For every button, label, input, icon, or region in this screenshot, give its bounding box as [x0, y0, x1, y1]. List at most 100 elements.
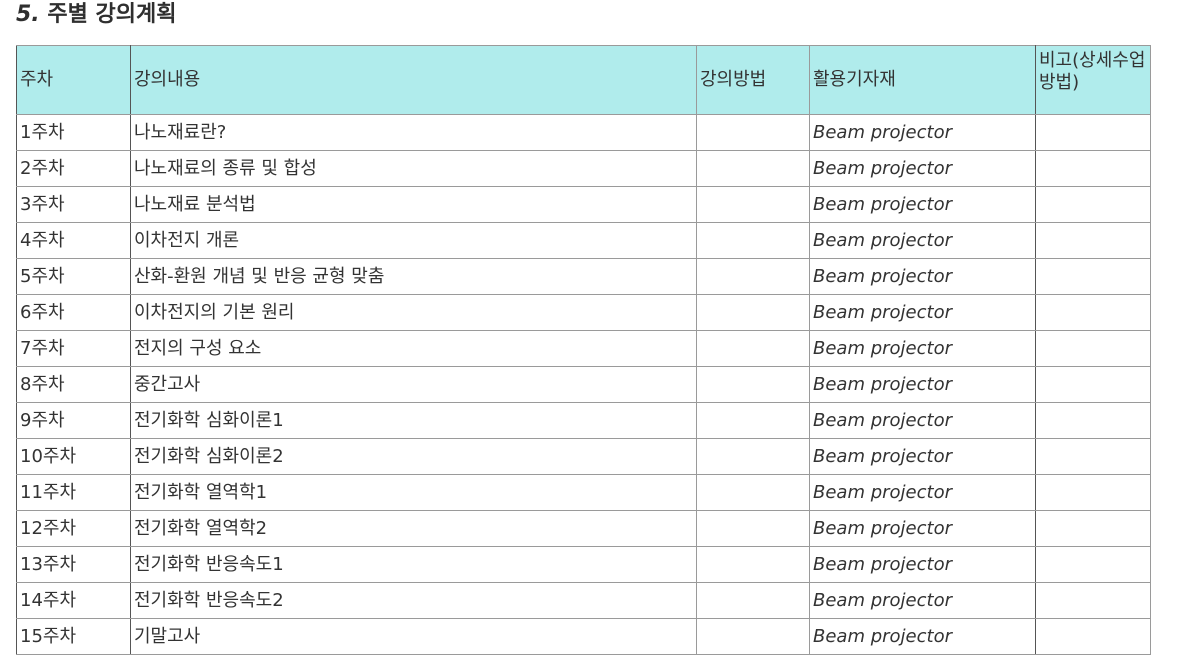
table-row: 2주차 나노재료의 종류 및 합성 Beam projector	[16, 150, 1151, 187]
method-cell	[696, 222, 810, 259]
content-cell: 기말고사	[130, 618, 697, 655]
week-cell: 7주차	[16, 330, 131, 367]
tools-cell: Beam projector	[809, 186, 1036, 223]
tools-cell: Beam projector	[809, 510, 1036, 547]
tools-cell: Beam projector	[809, 618, 1036, 655]
content-cell: 전지의 구성 요소	[130, 330, 697, 367]
week-cell: 4주차	[16, 222, 131, 259]
tools-cell: Beam projector	[809, 114, 1036, 151]
tools-cell: Beam projector	[809, 222, 1036, 259]
method-cell	[696, 258, 810, 295]
remarks-cell	[1035, 366, 1151, 403]
weekly-plan-table: 주차 강의내용 강의방법 활용기자재 비고(상세수업방법) 1주차 나노재료란? B…	[16, 45, 1151, 655]
week-cell: 9주차	[16, 402, 131, 439]
method-cell	[696, 294, 810, 331]
content-cell: 중간고사	[130, 366, 697, 403]
week-cell: 15주차	[16, 618, 131, 655]
content-cell: 이차전지 개론	[130, 222, 697, 259]
content-cell: 전기화학 심화이론1	[130, 402, 697, 439]
week-cell: 10주차	[16, 438, 131, 475]
remarks-cell	[1035, 402, 1151, 439]
tools-cell: Beam projector	[809, 330, 1036, 367]
table-row: 7주차 전지의 구성 요소 Beam projector	[16, 330, 1151, 367]
table-row: 3주차 나노재료 분석법 Beam projector	[16, 186, 1151, 223]
tools-cell: Beam projector	[809, 438, 1036, 475]
section-title-text: 주별 강의계획	[47, 2, 177, 27]
header-method: 강의방법	[696, 45, 810, 115]
content-cell: 이차전지의 기본 원리	[130, 294, 697, 331]
method-cell	[696, 510, 810, 547]
remarks-cell	[1035, 582, 1151, 619]
week-cell: 1주차	[16, 114, 131, 151]
table-row: 14주차 전기화학 반응속도2 Beam projector	[16, 582, 1151, 619]
week-cell: 8주차	[16, 366, 131, 403]
tools-cell: Beam projector	[809, 366, 1036, 403]
table-row: 11주차 전기화학 열역학1 Beam projector	[16, 474, 1151, 511]
method-cell	[696, 330, 810, 367]
week-cell: 2주차	[16, 150, 131, 187]
method-cell	[696, 366, 810, 403]
method-cell	[696, 618, 810, 655]
table-row: 6주차 이차전지의 기본 원리 Beam projector	[16, 294, 1151, 331]
method-cell	[696, 150, 810, 187]
table-row: 1주차 나노재료란? Beam projector	[16, 114, 1151, 151]
table-row: 15주차 기말고사 Beam projector	[16, 618, 1151, 655]
table-row: 10주차 전기화학 심화이론2 Beam projector	[16, 438, 1151, 475]
tools-cell: Beam projector	[809, 474, 1036, 511]
remarks-cell	[1035, 618, 1151, 655]
content-cell: 나노재료의 종류 및 합성	[130, 150, 697, 187]
remarks-cell	[1035, 294, 1151, 331]
table-row: 8주차 중간고사 Beam projector	[16, 366, 1151, 403]
remarks-cell	[1035, 222, 1151, 259]
method-cell	[696, 582, 810, 619]
week-cell: 13주차	[16, 546, 131, 583]
content-cell: 전기화학 열역학1	[130, 474, 697, 511]
tools-cell: Beam projector	[809, 294, 1036, 331]
content-cell: 나노재료 분석법	[130, 186, 697, 223]
remarks-cell	[1035, 114, 1151, 151]
week-cell: 12주차	[16, 510, 131, 547]
week-cell: 3주차	[16, 186, 131, 223]
content-cell: 산화-환원 개념 및 반응 균형 맞춤	[130, 258, 697, 295]
method-cell	[696, 546, 810, 583]
remarks-cell	[1035, 438, 1151, 475]
method-cell	[696, 438, 810, 475]
remarks-cell	[1035, 474, 1151, 511]
table-row: 9주차 전기화학 심화이론1 Beam projector	[16, 402, 1151, 439]
section-number: 5.	[16, 2, 40, 27]
method-cell	[696, 114, 810, 151]
tools-cell: Beam projector	[809, 258, 1036, 295]
method-cell	[696, 474, 810, 511]
header-week: 주차	[16, 45, 131, 115]
tools-cell: Beam projector	[809, 402, 1036, 439]
header-content: 강의내용	[130, 45, 697, 115]
header-tools: 활용기자재	[809, 45, 1036, 115]
tools-cell: Beam projector	[809, 546, 1036, 583]
content-cell: 전기화학 심화이론2	[130, 438, 697, 475]
remarks-cell	[1035, 330, 1151, 367]
remarks-cell	[1035, 258, 1151, 295]
content-cell: 전기화학 반응속도2	[130, 582, 697, 619]
remarks-cell	[1035, 546, 1151, 583]
remarks-cell	[1035, 510, 1151, 547]
table-row: 12주차 전기화학 열역학2 Beam projector	[16, 510, 1151, 547]
table-row: 4주차 이차전지 개론 Beam projector	[16, 222, 1151, 259]
method-cell	[696, 402, 810, 439]
table-row: 13주차 전기화학 반응속도1 Beam projector	[16, 546, 1151, 583]
remarks-cell	[1035, 186, 1151, 223]
section-title: 5. 주별 강의계획	[16, 0, 176, 30]
table-header-row: 주차 강의내용 강의방법 활용기자재 비고(상세수업방법)	[16, 45, 1151, 115]
table-body: 1주차 나노재료란? Beam projector 2주차 나노재료의 종류 및 합성 B…	[16, 114, 1151, 655]
tools-cell: Beam projector	[809, 582, 1036, 619]
week-cell: 6주차	[16, 294, 131, 331]
week-cell: 14주차	[16, 582, 131, 619]
content-cell: 전기화학 열역학2	[130, 510, 697, 547]
header-remarks: 비고(상세수업방법)	[1035, 45, 1151, 115]
week-cell: 5주차	[16, 258, 131, 295]
tools-cell: Beam projector	[809, 150, 1036, 187]
method-cell	[696, 186, 810, 223]
content-cell: 나노재료란?	[130, 114, 697, 151]
remarks-cell	[1035, 150, 1151, 187]
table-row: 5주차 산화-환원 개념 및 반응 균형 맞춤 Beam projector	[16, 258, 1151, 295]
content-cell: 전기화학 반응속도1	[130, 546, 697, 583]
